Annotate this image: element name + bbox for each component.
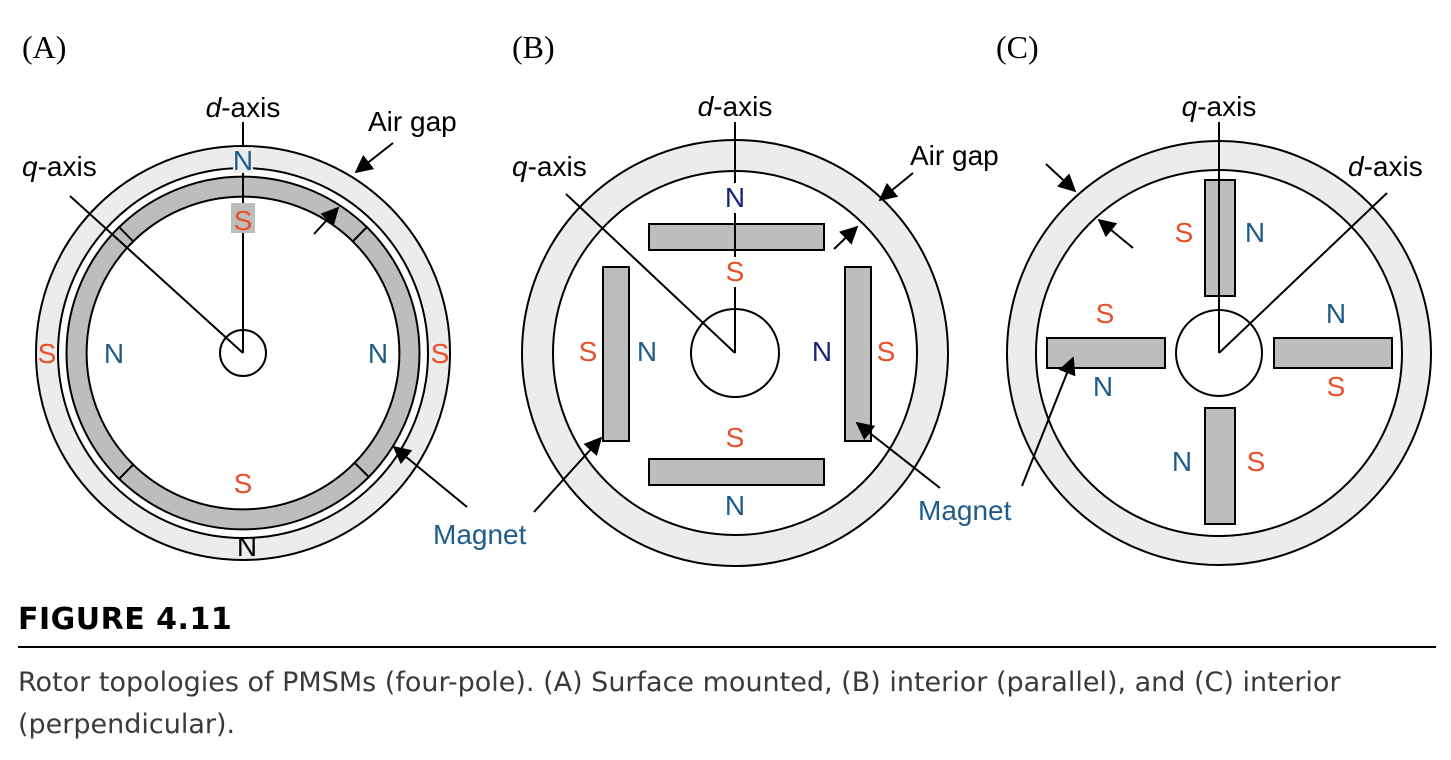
pole-label-north: N	[1326, 298, 1346, 329]
pole-label-north: N	[637, 336, 657, 367]
pole-label-south: S	[1327, 371, 1346, 402]
panel-a-label-mask	[233, 147, 253, 173]
panel-b-q-axis-label: q-axis	[512, 151, 587, 182]
pole-label-north: N	[104, 338, 124, 369]
magnet-right	[844, 266, 872, 442]
magnet-bottom	[1204, 407, 1236, 525]
panel-c-interior-magnets	[1046, 179, 1393, 525]
panel-a-label-mask	[231, 203, 255, 233]
pole-label-south: S	[726, 422, 745, 453]
panel-c-air-gap-arrow	[1045, 163, 1077, 193]
pole-label-south: S	[1096, 298, 1115, 329]
pole-label-south: S	[726, 256, 745, 287]
panel-a-surface-magnets	[65, 175, 421, 531]
panel-b-label-mask	[723, 183, 747, 213]
panel-b-air-gap-arrow	[878, 172, 914, 202]
panel-a-magnet-arrow	[313, 206, 340, 235]
pole-label-north: N	[1172, 446, 1192, 477]
pole-label-north: N	[237, 531, 257, 562]
pole-label-south: S	[1175, 217, 1194, 248]
panel-a-q-axis-line	[69, 195, 244, 354]
pole-label-south: S	[431, 338, 450, 369]
figure-number: FIGURE 4.11	[18, 602, 233, 637]
caption-divider	[18, 646, 1436, 648]
pole-label-south: S	[234, 468, 253, 499]
panel-b-d-axis-label: d-axis	[698, 91, 773, 122]
panel-b-magnet-arrow-right	[855, 421, 941, 489]
magnet-bottom	[648, 458, 825, 486]
figure-caption: Rotor topologies of PMSMs (four-pole). (…	[18, 667, 1341, 740]
panel-c-q-axis-label: q-axis	[1182, 91, 1257, 122]
panel-a: (A) d-axis q-axis Air gap N S S N N S S …	[22, 29, 468, 562]
magnet-top	[648, 223, 825, 251]
pole-label-north: N	[1245, 217, 1265, 248]
pole-label-north: N	[368, 338, 388, 369]
panel-c-d-axis-label: d-axis	[1348, 151, 1423, 182]
panel-c-inner-arrow	[1097, 218, 1134, 249]
panel-b-q-axis-line	[565, 193, 736, 354]
panel-a-air-gap-arrow	[354, 142, 394, 174]
panel-c-label: (C)	[996, 29, 1039, 65]
panel-b-label: (B)	[512, 29, 555, 65]
magnet-right	[1273, 337, 1393, 369]
pole-label-north: N	[233, 145, 253, 176]
panel-a-magnet-arrow-lower	[392, 445, 468, 508]
magnet-left	[602, 266, 630, 442]
pole-label-south: S	[1247, 446, 1266, 477]
panel-b-magnet-label-right: Magnet	[918, 495, 1012, 526]
panel-a-air-gap-label: Air gap	[368, 106, 457, 137]
panel-b-air-gap-label: Air gap	[910, 140, 999, 171]
pole-label-south: S	[579, 336, 598, 367]
pole-label-south: S	[38, 338, 57, 369]
panel-b-inner-arrow	[833, 225, 859, 250]
panel-a-d-axis-label: d-axis	[206, 92, 281, 123]
panel-b: (B) d-axis q-axis Air gap Magnet Magnet …	[433, 29, 1012, 567]
pole-label-north: N	[725, 490, 745, 521]
pole-label-north: N	[1093, 371, 1113, 402]
panel-c-d-axis-line	[1218, 192, 1388, 354]
panel-b-interior-magnets	[602, 223, 872, 486]
panel-a-q-axis-label: q-axis	[22, 151, 97, 182]
panel-b-magnet-label-left: Magnet	[433, 519, 527, 550]
magnet-left	[65, 225, 135, 481]
pole-label-north: N	[812, 336, 832, 367]
rotor-topologies-diagram: (A) d-axis q-axis Air gap N S S N N S S …	[22, 29, 1432, 567]
magnet-right	[351, 225, 421, 481]
pole-label-south: S	[234, 205, 253, 236]
panel-b-magnet-arrow-left	[533, 436, 603, 513]
panel-c-magnet-arrow	[1021, 356, 1076, 487]
panel-c: (C) q-axis d-axis S N S N N S N S	[996, 29, 1432, 566]
pole-label-north: N	[725, 182, 745, 213]
panel-b-label-mask	[723, 257, 747, 287]
panel-a-label: (A)	[22, 29, 66, 65]
magnet-left	[1046, 337, 1166, 369]
pole-label-south: S	[877, 336, 896, 367]
